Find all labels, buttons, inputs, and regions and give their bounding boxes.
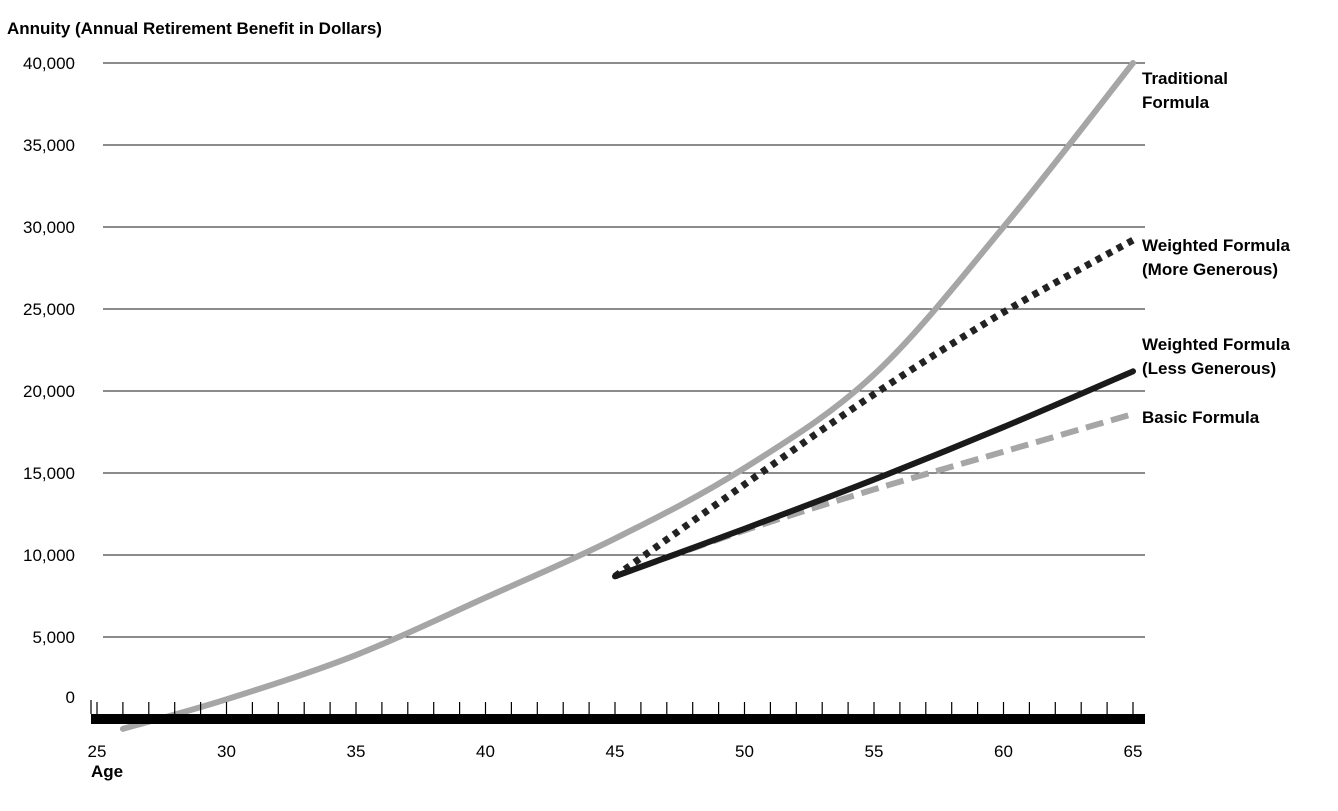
series-line <box>612 237 1135 580</box>
series-lines <box>119 60 1136 732</box>
y-tick-label: 20,000 <box>23 382 75 401</box>
series-label: (More Generous) <box>1142 260 1278 279</box>
grid-lines <box>103 62 1145 638</box>
series-label: Formula <box>1142 93 1210 112</box>
chart-title: Annuity (Annual Retirement Benefit in Do… <box>7 19 382 38</box>
x-tick-label: 25 <box>88 742 107 761</box>
x-tick-label: 30 <box>217 742 236 761</box>
series-line <box>119 60 1136 732</box>
y-tick-label: 0 <box>66 688 75 707</box>
series-line <box>612 368 1136 580</box>
series-label: Basic Formula <box>1142 408 1260 427</box>
y-tick-label: 5,000 <box>32 628 75 647</box>
x-tick-label: 50 <box>735 742 754 761</box>
x-tick-label: 45 <box>606 742 625 761</box>
series-label: (Less Generous) <box>1142 359 1276 378</box>
y-tick-label: 10,000 <box>23 546 75 565</box>
y-tick-label: 40,000 <box>23 54 75 73</box>
y-tick-label: 35,000 <box>23 136 75 155</box>
x-tick-label: 40 <box>476 742 495 761</box>
y-tick-label: 30,000 <box>23 218 75 237</box>
series-label: Weighted Formula <box>1142 335 1291 354</box>
x-tick-label: 55 <box>865 742 884 761</box>
x-tick-label: 65 <box>1124 742 1143 761</box>
y-tick-label: 25,000 <box>23 300 75 319</box>
series-label: Weighted Formula <box>1142 236 1291 255</box>
series-label: Traditional <box>1142 69 1228 88</box>
x-axis-bar <box>91 714 1145 724</box>
x-axis-label: Age <box>91 762 123 781</box>
x-axis <box>90 700 1145 724</box>
series-labels: Traditional Formula Weighted Formula (More … <box>1142 69 1291 427</box>
x-tick-label: 35 <box>347 742 366 761</box>
x-axis-tick-labels: 25 30 35 40 45 50 55 60 65 <box>88 742 1143 761</box>
y-tick-label: 15,000 <box>23 464 75 483</box>
y-axis-tick-labels: 0 5,000 10,000 15,000 20,000 25,000 30,000 35,0… <box>23 54 75 707</box>
x-tick-label: 60 <box>994 742 1013 761</box>
